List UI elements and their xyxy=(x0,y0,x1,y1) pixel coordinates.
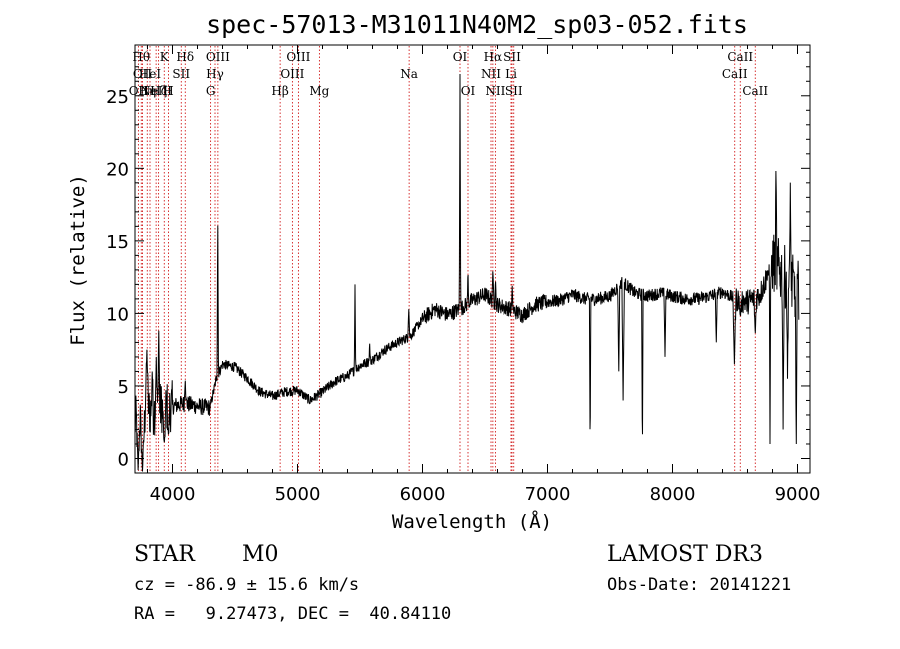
x-axis-label: Wavelength (Å) xyxy=(392,510,552,533)
y-tick-label: 20 xyxy=(106,159,129,180)
y-tick-label: 25 xyxy=(106,87,129,108)
line-label-mg: Mg xyxy=(309,84,329,98)
line-label-neiii: NeIII xyxy=(140,84,172,98)
line-label-hδ: Hδ xyxy=(176,50,194,64)
y-tick-label: 15 xyxy=(106,232,129,253)
line-label-sii: SII xyxy=(503,50,521,64)
line-label-caii: CaII xyxy=(727,50,753,64)
line-label-nii: NII xyxy=(481,67,501,81)
redshift-cz: cz = -86.9 ± 15.6 km/s xyxy=(134,575,359,595)
x-tick-label: 9000 xyxy=(775,484,821,505)
line-label-hγ: Hγ xyxy=(206,67,224,81)
line-label-sii: SII xyxy=(172,67,190,81)
spectrum-line xyxy=(135,73,800,472)
coordinates: RA = 9.27473, DEC = 40.84110 xyxy=(134,604,451,624)
axis-ticks: 4000 5000 6000 7000 8000 9000 0 5 10 15 20 25 xyxy=(106,45,820,505)
line-label-g: G xyxy=(206,84,216,98)
line-label-hθ: Hθ xyxy=(132,50,150,64)
line-label-na: Na xyxy=(400,67,418,81)
survey-name: LAMOST DR3 xyxy=(607,542,763,567)
line-label-oii: OII xyxy=(133,67,153,81)
line-label-hη: Hη xyxy=(138,84,156,98)
line-label-sii: SII xyxy=(505,84,523,98)
y-tick-label: 10 xyxy=(106,304,129,325)
x-tick-label: 7000 xyxy=(525,484,571,505)
line-label-hβ: Hβ xyxy=(271,84,288,98)
line-label-k: K xyxy=(160,50,170,64)
line-label-caii: CaII xyxy=(742,84,768,98)
x-tick-label: 8000 xyxy=(650,484,696,505)
object-subclass: M0 xyxy=(242,542,279,567)
line-label-nii: NII xyxy=(485,84,505,98)
obs-date: Obs-Date: 20141221 xyxy=(607,575,791,595)
line-label-oi: OI xyxy=(453,50,468,64)
line-label-oiii: OIII xyxy=(206,50,230,64)
line-label-oiii: OIII xyxy=(280,67,304,81)
line-label-h: H xyxy=(163,84,173,98)
line-labels: OIIHθOIIHηHeINeIIIHζKHSIIHδGHγOIIIHβOIII… xyxy=(129,50,769,98)
plot-frame xyxy=(134,44,811,474)
line-label-hei: HeI xyxy=(139,67,162,81)
chart-title: spec-57013-M31011N40M2_sp03-052.fits xyxy=(206,10,748,39)
y-tick-label: 0 xyxy=(118,449,129,470)
line-label-caii: CaII xyxy=(722,67,748,81)
line-label-hζ: Hζ xyxy=(150,84,167,98)
x-tick-label: 5000 xyxy=(275,484,321,505)
line-label-oi: OI xyxy=(461,84,476,98)
x-tick-label: 4000 xyxy=(150,484,196,505)
line-markers xyxy=(137,46,756,472)
x-tick-label: 6000 xyxy=(400,484,446,505)
line-label-hα: Hα xyxy=(484,50,503,64)
y-axis-label: Flux (relative) xyxy=(67,174,89,346)
line-label-oii: OII xyxy=(129,84,149,98)
line-label-li: Li xyxy=(505,67,517,81)
object-class: STAR xyxy=(134,542,196,567)
line-label-oiii: OIII xyxy=(286,50,310,64)
y-tick-label: 5 xyxy=(118,377,129,398)
